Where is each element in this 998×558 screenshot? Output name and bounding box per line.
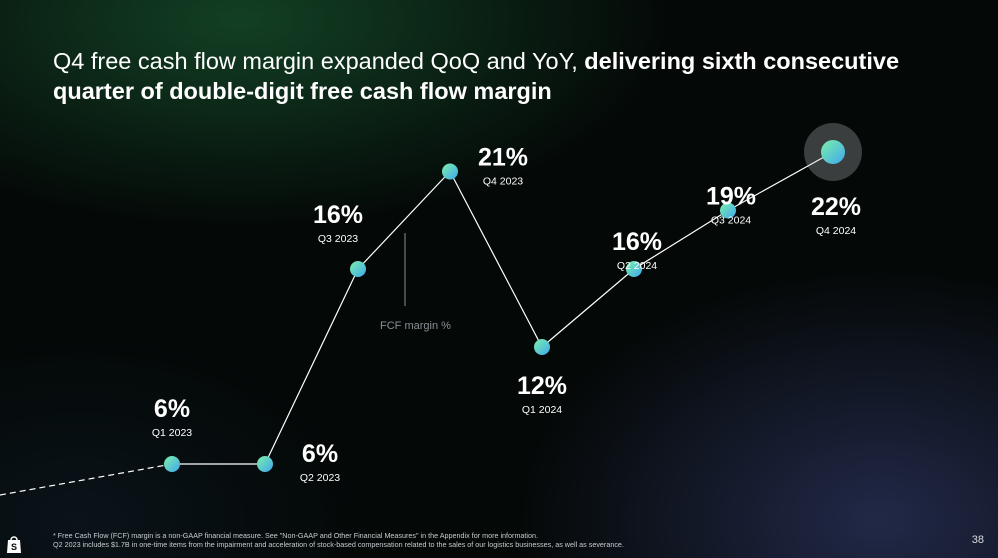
page-number: 38 [971,534,984,546]
data-label-quarter: Q2 2023 [300,472,340,484]
headline-bold: delivering sixth consecutive quarter of … [53,48,900,104]
data-label-quarter: Q4 2023 [483,176,523,188]
headline-regular: Q4 free cash flow margin expanded QoQ an… [53,48,585,74]
data-label-value: 16% [612,228,662,256]
series-annotation-label: FCF margin % [380,320,451,332]
data-label-value: 12% [517,372,567,400]
chart-marks: 6% Q1 2023 6% Q2 2023 16% Q3 2023 21% Q4 2023 12… [152,123,862,484]
data-point [626,261,642,277]
footnote: * Free Cash Flow (FCF) margin is a non-G… [53,531,913,549]
data-label-value: 22% [811,193,861,221]
data-label-value: 6% [302,440,338,468]
data-point [720,202,736,219]
data-label-quarter: Q3 2023 [318,233,358,245]
data-label-value: 6% [154,395,190,423]
shopping-bag-icon: S [7,536,21,553]
data-label-value: 19% [706,183,756,211]
data-point [350,261,366,277]
data-label-quarter: Q1 2024 [522,404,562,416]
data-label-value: 16% [313,201,363,229]
data-label-quarter: Q3 2024 [711,215,751,227]
data-point [164,456,180,472]
data-point [257,456,273,472]
slide-headline: Q4 free cash flow margin expanded QoQ an… [53,46,913,106]
trend-lead-in-line [0,463,173,496]
data-point [534,339,550,355]
data-label-quarter: Q2 2024 [617,260,657,272]
data-point [821,140,845,164]
data-point [442,163,458,180]
footnote-line-1: * Free Cash Flow (FCF) margin is a non-G… [53,531,539,540]
data-label-quarter: Q1 2023 [152,427,192,439]
data-label-value: 21% [478,144,528,172]
svg-text:S: S [11,542,17,552]
footnote-line-2: Q2 2023 includes $1.7B in one-time items… [53,540,624,549]
series-line [172,151,834,465]
data-label-quarter: Q4 2024 [816,225,856,237]
